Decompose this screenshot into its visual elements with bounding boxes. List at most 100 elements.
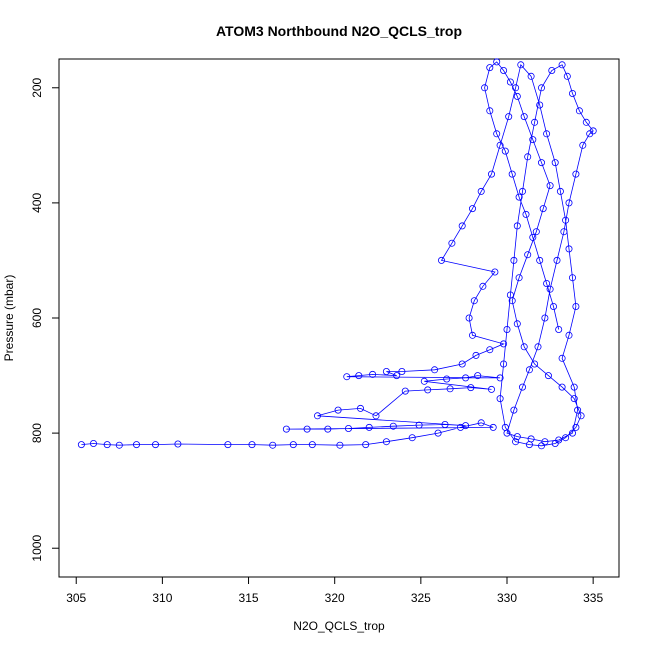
data-point: [491, 268, 499, 276]
data-point: [456, 423, 464, 431]
data-point: [512, 438, 520, 446]
y-tick-label: 1000: [30, 535, 44, 562]
data-point: [550, 302, 558, 310]
data-point: [500, 360, 508, 368]
plot-frame: [58, 58, 620, 578]
data-point: [458, 222, 466, 230]
data-point: [446, 385, 454, 393]
data-point: [541, 314, 549, 322]
data-point: [474, 372, 482, 380]
data-point: [151, 441, 159, 449]
data-point: [508, 297, 516, 305]
data-point: [398, 367, 406, 375]
data-point: [546, 285, 554, 293]
y-axis: 200 400 600 800 1000: [30, 77, 60, 562]
data-point: [470, 297, 478, 305]
data-point: [356, 404, 364, 412]
data-point: [343, 373, 351, 381]
data-point: [393, 372, 401, 380]
data-point: [558, 383, 566, 391]
data-point: [520, 343, 528, 351]
x-tick-label: 335: [583, 591, 603, 605]
y-axis-title: Pressure (mbar): [2, 275, 16, 362]
data-point: [563, 72, 571, 80]
data-point: [389, 422, 397, 430]
x-tick-label: 330: [497, 591, 517, 605]
data-point: [519, 383, 527, 391]
x-tick-label: 320: [325, 591, 345, 605]
data-point: [336, 441, 344, 449]
data-point: [536, 101, 544, 109]
data-point: [496, 395, 504, 403]
data-point: [525, 366, 533, 374]
series-line: [81, 61, 594, 447]
data-point: [538, 84, 546, 92]
data-point: [543, 130, 551, 138]
data-point: [493, 130, 501, 138]
series-layer: [77, 58, 597, 450]
data-point: [174, 440, 182, 448]
data-point: [524, 251, 532, 259]
y-tick-label: 800: [30, 423, 44, 443]
data-point: [589, 127, 597, 135]
data-point: [555, 325, 563, 333]
data-point: [529, 136, 537, 144]
data-point: [551, 439, 559, 447]
y-tick-label: 600: [30, 308, 44, 328]
data-point: [574, 406, 582, 414]
data-point: [282, 425, 290, 433]
data-point: [424, 386, 432, 394]
data-point: [487, 385, 495, 393]
data-point: [519, 187, 527, 195]
data-point: [558, 354, 566, 362]
y-tick-label: 400: [30, 193, 44, 213]
data-point: [415, 421, 423, 429]
x-axis-title: N2O_QCLS_trop: [293, 619, 385, 633]
data-point: [90, 439, 98, 447]
data-point: [505, 113, 513, 121]
data-point: [486, 64, 494, 72]
data-point: [420, 377, 428, 385]
data-point: [365, 423, 373, 431]
data-point: [479, 282, 487, 290]
data-point: [522, 210, 530, 218]
data-point: [569, 429, 577, 437]
data-point: [531, 118, 539, 126]
data-point: [570, 383, 578, 391]
data-point: [534, 343, 542, 351]
data-point: [493, 58, 501, 66]
data-point: [468, 331, 476, 339]
data-point: [551, 159, 559, 167]
data-point: [362, 441, 370, 449]
data-point: [496, 141, 504, 149]
data-point: [529, 233, 537, 241]
data-point: [437, 256, 445, 264]
data-point: [548, 67, 556, 75]
data-point: [525, 441, 533, 449]
data-point: [513, 92, 521, 100]
data-point: [372, 412, 380, 420]
x-tick-label: 325: [411, 591, 431, 605]
x-axis: 305 310 315 320 325 330 335: [66, 576, 603, 605]
data-point: [303, 425, 311, 433]
data-point: [382, 438, 390, 446]
data-point: [441, 420, 449, 428]
data-point: [572, 423, 580, 431]
data-point: [536, 256, 544, 264]
data-point: [481, 84, 489, 92]
x-tick-label: 305: [66, 591, 86, 605]
data-point: [553, 256, 561, 264]
data-point: [570, 395, 578, 403]
data-point: [513, 320, 521, 328]
data-point: [562, 434, 570, 442]
data-point: [569, 274, 577, 282]
data-point: [558, 61, 566, 69]
data-point: [527, 72, 535, 80]
data-point: [512, 84, 520, 92]
data-point: [431, 366, 439, 374]
data-point: [115, 441, 123, 449]
data-point: [467, 384, 475, 392]
data-point: [503, 325, 511, 333]
data-point: [500, 340, 508, 348]
